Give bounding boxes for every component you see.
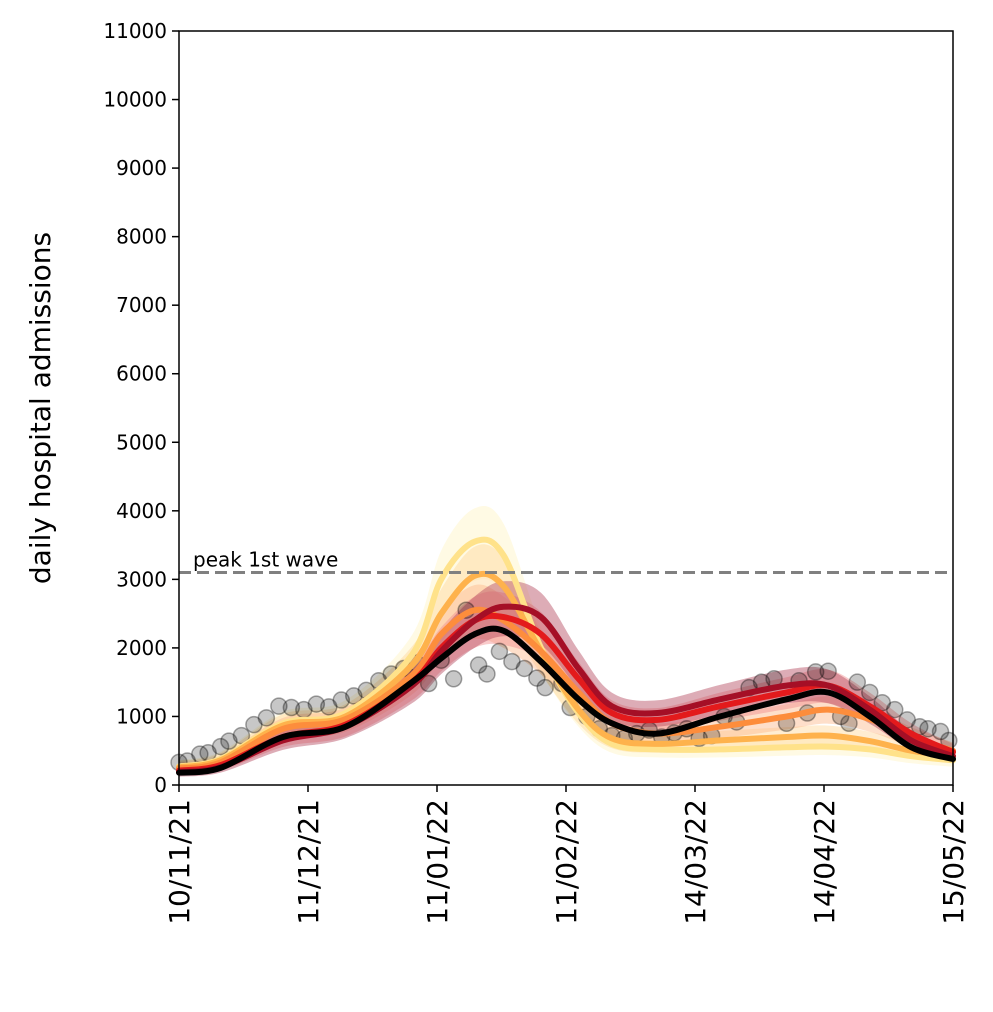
observed-point	[307, 695, 326, 713]
y-tick-label: 8000	[116, 225, 167, 249]
observed-point	[270, 697, 288, 715]
observed-point	[220, 732, 238, 750]
series-line	[176, 606, 956, 772]
reference-line-label: peak 1st wave	[193, 548, 338, 572]
y-axis: 0 1000 2000 3000 4000 5000 6000 7000 8000 9000 100…	[103, 19, 179, 797]
series-line	[176, 625, 956, 776]
observed-point	[861, 683, 879, 702]
observed-point	[848, 673, 867, 691]
observed-point	[840, 714, 858, 733]
y-tick-label: 11000	[103, 19, 167, 43]
x-tick-label: 14/04/22	[808, 799, 841, 925]
observed-point	[332, 691, 351, 709]
observed-point	[806, 663, 825, 681]
observed-point	[819, 662, 837, 680]
observed-point	[232, 726, 251, 745]
observed-point	[490, 642, 509, 661]
observed-point	[320, 698, 338, 716]
observed-point	[469, 656, 488, 674]
reference-line-group: peak 1st wave	[179, 548, 953, 575]
y-tick-label: 0	[154, 773, 167, 797]
x-tick-label: 11/01/22	[421, 799, 454, 925]
x-tick-label: 15/05/22	[937, 799, 970, 925]
y-tick-label: 6000	[116, 362, 167, 386]
y-tick-label: 10000	[103, 88, 167, 112]
y-tick-label: 2000	[116, 636, 167, 660]
observed-point	[282, 698, 301, 717]
observed-point	[885, 700, 904, 719]
observed-point	[478, 665, 496, 683]
series-band	[179, 581, 953, 777]
y-tick-label: 5000	[116, 430, 167, 454]
observed-point	[528, 669, 546, 687]
observed-point	[444, 670, 463, 688]
observed-point	[503, 652, 521, 671]
observed-point	[919, 720, 937, 738]
y-tick-label: 4000	[116, 499, 167, 523]
series-lines	[176, 536, 956, 776]
y-axis-label: daily hospital admissions	[24, 232, 57, 584]
y-tick-label: 3000	[116, 567, 167, 591]
observed-point	[419, 674, 438, 693]
y-tick-label: 1000	[116, 704, 167, 728]
observed-point	[345, 687, 363, 705]
observed-point	[536, 678, 554, 697]
y-tick-label: 9000	[116, 156, 167, 180]
observed-point	[515, 659, 534, 678]
x-tick-label: 11/12/21	[292, 799, 325, 925]
y-tick-label: 7000	[116, 293, 167, 317]
observed-point	[245, 715, 263, 734]
observed-point	[211, 737, 230, 756]
x-tick-label: 10/11/21	[163, 799, 196, 925]
x-axis: 10/11/21 11/12/21 11/01/22 11/02/22 14/03/22…	[163, 785, 970, 925]
observed-point	[257, 709, 276, 727]
x-tick-label: 14/03/22	[679, 799, 712, 925]
x-tick-label: 11/02/22	[550, 799, 583, 925]
observed-point	[931, 722, 950, 741]
